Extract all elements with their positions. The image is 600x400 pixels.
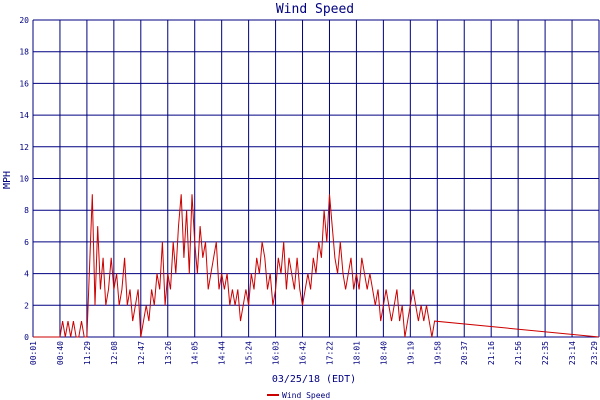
gridlines (32, 19, 600, 338)
wind-speed-series-line (33, 194, 600, 338)
y-tick-label: 14 (19, 111, 29, 120)
y-tick-label: 4 (24, 270, 29, 279)
x-tick-label: 17:22 (325, 341, 334, 365)
x-tick-label: 18:01 (352, 341, 361, 365)
x-axis-ticks: 00:01 00:40 11:29 12:08 12:47 13:26 14:05 14:44… (29, 341, 599, 365)
x-tick-label: 12:47 (137, 341, 146, 365)
x-tick-label: 22:35 (541, 341, 550, 365)
x-axis-label: 03/25/18 (EDT) (272, 374, 356, 385)
x-tick-label: 23:14 (568, 341, 577, 365)
x-tick-label: 13:26 (164, 341, 173, 365)
x-tick-label: 14:05 (191, 341, 200, 365)
y-axis-ticks: 0 2 4 6 8 10 12 14 16 18 20 (19, 16, 29, 342)
x-tick-label: 21:56 (514, 341, 523, 365)
x-tick-label: 21:16 (487, 341, 496, 365)
y-tick-label: 10 (19, 175, 29, 184)
x-tick-label: 15:24 (245, 341, 254, 365)
x-tick-label: 23:29 (590, 341, 599, 365)
x-tick-label: 00:01 (29, 341, 38, 365)
y-tick-label: 16 (19, 79, 29, 88)
y-axis-label: MPH (2, 171, 13, 189)
x-tick-label: 11:29 (83, 341, 92, 365)
x-tick-label: 18:40 (379, 341, 388, 365)
x-tick-label: 00:40 (56, 341, 65, 365)
legend-label: Wind Speed (282, 391, 330, 400)
y-tick-label: 20 (19, 16, 29, 25)
y-tick-label: 6 (24, 238, 29, 247)
chart-title: Wind Speed (276, 2, 354, 17)
y-tick-label: 2 (24, 301, 29, 310)
x-tick-label: 20:37 (460, 341, 469, 365)
x-tick-label: 16:03 (272, 341, 281, 365)
y-tick-label: 0 (24, 333, 29, 342)
y-tick-label: 8 (24, 206, 29, 215)
legend: Wind Speed (267, 391, 330, 400)
y-tick-label: 18 (19, 48, 29, 57)
x-tick-label: 12:08 (110, 341, 119, 365)
x-tick-label: 19:19 (406, 341, 415, 365)
x-tick-label: 16:42 (299, 341, 308, 365)
x-tick-label: 14:44 (218, 341, 227, 365)
x-tick-label: 19:58 (433, 341, 442, 365)
y-tick-label: 12 (19, 143, 29, 152)
